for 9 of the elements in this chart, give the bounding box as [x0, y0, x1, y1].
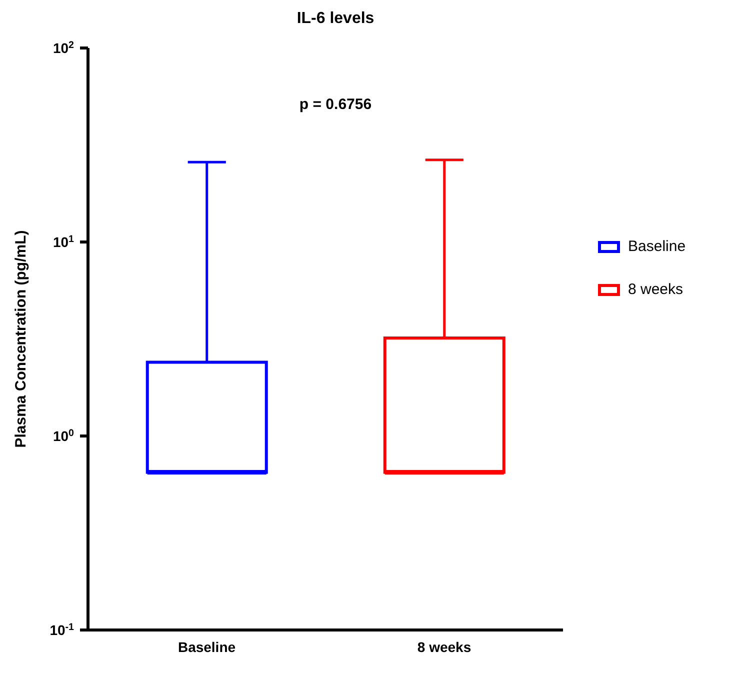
chart-title: IL-6 levels — [296, 10, 376, 28]
y-tick-label: 10$^{2}$ — [52, 40, 75, 56]
y-tick-label: 10$^{-1}$ — [50, 622, 75, 638]
legend-label: Baseline — [628, 238, 686, 255]
y-tick-label: 10$^{1}$ — [52, 234, 75, 250]
legend-label: 8 weeks — [628, 281, 684, 298]
y-tick-label: 10$^{0}$ — [52, 428, 75, 444]
y-axis-title: Plasma Concentration (pg/mL) — [12, 230, 30, 448]
annotation: p = 0.6756 — [298, 96, 373, 113]
